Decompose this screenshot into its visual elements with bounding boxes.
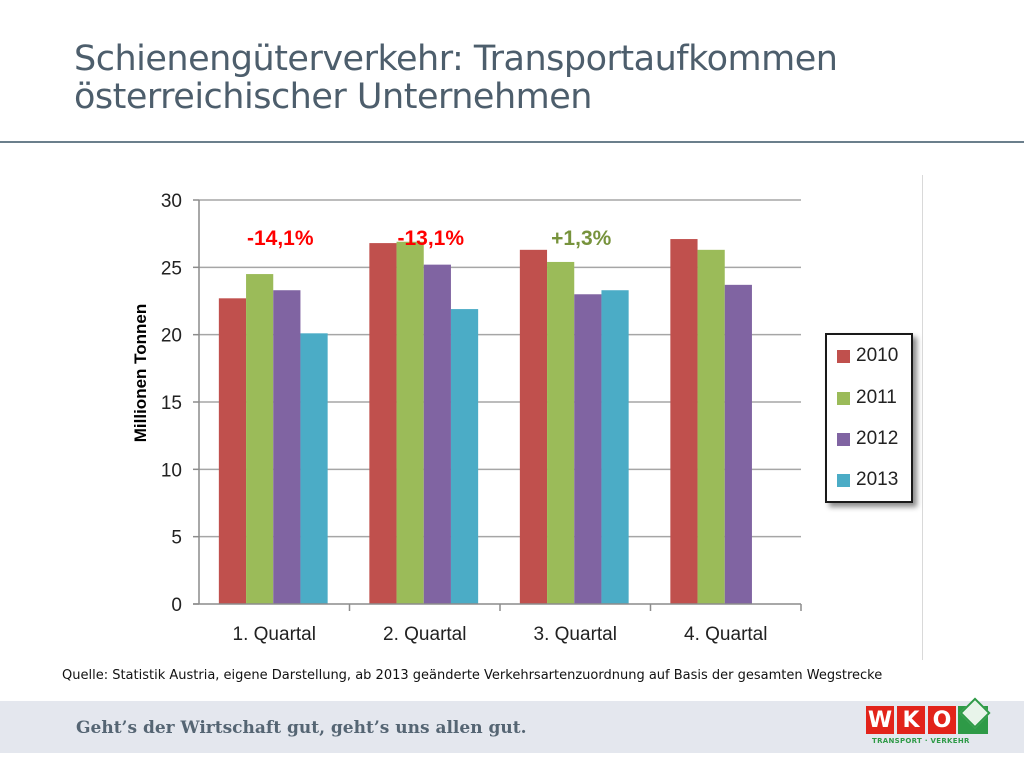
- x-tick-label: 3. Quartal: [534, 624, 617, 645]
- legend-item-2010: 2010: [837, 345, 898, 367]
- bar-2010-q4: [670, 239, 698, 604]
- logo-letter-o: O: [928, 706, 956, 734]
- x-tick-labels: 1. Quartal 2. Quartal 3. Quartal 4. Quartal: [233, 624, 768, 645]
- y-tick-label: 30: [161, 191, 182, 212]
- y-tick-label: 15: [161, 393, 182, 414]
- slide-title: Schienengüterverkehr: Transportaufkommen…: [74, 40, 974, 116]
- legend-swatch: [837, 473, 850, 487]
- wko-logo: W K O TRANSPORT · VERKEHR: [866, 697, 991, 748]
- bar-2010-q1: [218, 298, 247, 604]
- x-tick-label: 1. Quartal: [233, 624, 316, 645]
- bar-2011-q2: [396, 241, 424, 604]
- legend-label: 2011: [856, 387, 897, 408]
- logo-emblem-icon: [958, 697, 991, 734]
- annotations: -14,1% -13,1% +1,3%: [247, 227, 612, 250]
- bar-2012-q2: [423, 264, 451, 604]
- logo-letter-w: W: [866, 706, 894, 734]
- legend-swatch: [837, 391, 850, 405]
- bar-2011-q1: [246, 274, 274, 604]
- legend-swatch: [837, 349, 850, 363]
- bar-2012-q1: [273, 290, 301, 604]
- y-tick-label: 25: [161, 258, 182, 279]
- logo-letter-k: K: [897, 706, 925, 734]
- y-tick-label: 10: [161, 460, 182, 481]
- legend-label: 2012: [856, 428, 899, 449]
- logo-diamond-icon: [959, 697, 991, 729]
- title-divider: [0, 141, 1024, 143]
- legend-label: 2013: [856, 469, 899, 490]
- change-annotation: -14,1%: [247, 227, 314, 250]
- title-line-1: Schienengüterverkehr: Transportaufkommen: [74, 39, 838, 79]
- x-tick-label: 4. Quartal: [684, 624, 767, 645]
- change-annotation: +1,3%: [551, 227, 611, 250]
- bar-2012-q4: [724, 284, 752, 604]
- x-tick-label: 2. Quartal: [383, 624, 466, 645]
- y-tick-label: 20: [161, 326, 182, 347]
- title-line-2: österreichischer Unternehmen: [74, 77, 592, 117]
- bar-2010-q2: [369, 243, 397, 604]
- bar-2011-q3: [547, 261, 575, 604]
- change-annotation: -13,1%: [397, 227, 464, 250]
- source-note: Quelle: Statistik Austria, eigene Darste…: [62, 668, 883, 683]
- bar-2013-q1: [300, 333, 328, 604]
- y-tick-label: 5: [171, 528, 182, 549]
- footer-band: [0, 701, 1024, 753]
- legend-item-2012: 2012: [837, 428, 898, 450]
- legend-swatch: [837, 432, 850, 446]
- axes: [193, 200, 802, 611]
- bar-2012-q3: [574, 294, 602, 604]
- y-tick-label: 0: [171, 595, 182, 616]
- bars: [218, 239, 752, 604]
- y-tick-labels: 0 5 10 15 20 25 30: [161, 191, 182, 616]
- y-axis-label: Millionen Tonnen: [131, 304, 150, 443]
- legend-label: 2010: [856, 345, 899, 366]
- chart-frame-border: [922, 175, 923, 660]
- legend-item-2011: 2011: [837, 387, 897, 409]
- bar-2013-q3: [601, 290, 629, 604]
- logo-subtitle: TRANSPORT · VERKEHR: [872, 737, 970, 745]
- footer-slogan: Geht’s der Wirtschaft gut, geht’s uns al…: [76, 718, 527, 738]
- chart-legend: 2010 2011 2012 2013: [825, 333, 913, 503]
- bar-2013-q2: [450, 309, 479, 604]
- bar-chart: 0 5 10 15 20 25 30 1. Quartal 2. Quartal 3. Quar…: [131, 191, 802, 645]
- legend-item-2013: 2013: [837, 469, 898, 491]
- bar-2010-q3: [519, 249, 548, 604]
- bar-2011-q4: [697, 249, 725, 604]
